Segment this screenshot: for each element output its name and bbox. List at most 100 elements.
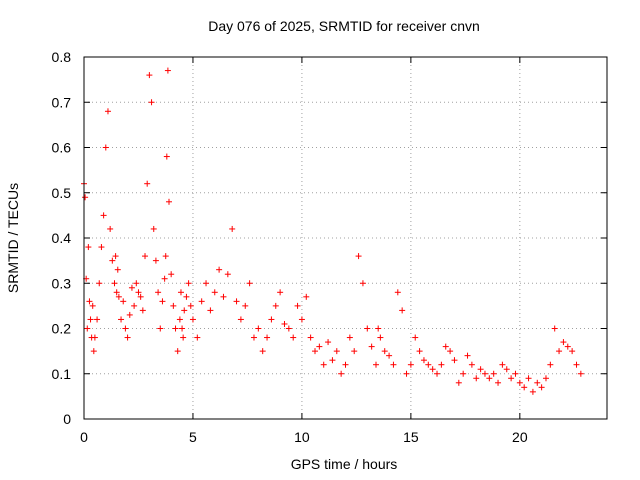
data-point <box>177 289 184 296</box>
data-point <box>113 289 120 296</box>
data-point <box>246 280 253 287</box>
data-point <box>320 361 327 368</box>
data-point <box>268 316 275 323</box>
data-point <box>573 361 580 368</box>
data-point <box>346 334 353 341</box>
y-tick-label: 0.4 <box>52 230 72 246</box>
data-point <box>187 302 194 309</box>
data-point <box>311 348 318 355</box>
data-point <box>157 325 164 332</box>
data-point <box>481 370 488 377</box>
data-point <box>207 307 214 314</box>
data-point <box>460 370 467 377</box>
data-point <box>124 334 131 341</box>
data-point <box>91 334 98 341</box>
data-point <box>152 257 159 264</box>
data-point <box>168 271 175 278</box>
data-point <box>144 180 151 187</box>
data-point <box>425 361 432 368</box>
data-point <box>364 325 371 332</box>
data-point <box>529 388 536 395</box>
data-point <box>329 357 336 364</box>
data-point <box>137 293 144 300</box>
grid <box>84 57 607 419</box>
data-point <box>148 99 155 106</box>
data-point <box>495 379 502 386</box>
data-point <box>542 375 549 382</box>
data-point <box>131 302 138 309</box>
data-point <box>122 325 129 332</box>
data-point <box>198 298 205 305</box>
y-tick-label: 0.6 <box>52 140 72 156</box>
data-point <box>368 343 375 350</box>
data-point <box>381 348 388 355</box>
y-axis-title: SRMTID / TECUs <box>5 183 21 293</box>
data-point <box>102 144 109 151</box>
data-point <box>464 352 471 359</box>
y-tick-label: 0.2 <box>52 321 72 337</box>
data-point <box>390 361 397 368</box>
x-tick-label: 5 <box>189 429 197 445</box>
x-tick-label: 20 <box>512 429 528 445</box>
data-point <box>107 225 114 232</box>
data-point <box>307 334 314 341</box>
data-point <box>333 348 340 355</box>
data-point <box>89 302 96 309</box>
data-point <box>294 302 301 309</box>
data-point <box>162 253 169 260</box>
data-point <box>155 289 162 296</box>
data-point <box>163 153 170 160</box>
data-point <box>224 271 231 278</box>
data-point <box>508 375 515 382</box>
data-point <box>298 316 305 323</box>
data-point <box>386 352 393 359</box>
data-point <box>534 379 541 386</box>
data-point <box>285 325 292 332</box>
data-point <box>179 325 186 332</box>
data-point <box>351 348 358 355</box>
data-point <box>455 379 462 386</box>
data-point <box>403 370 410 377</box>
data-point <box>375 325 382 332</box>
data-point <box>564 343 571 350</box>
x-tick-label: 0 <box>80 429 88 445</box>
data-point <box>412 334 419 341</box>
data-point <box>290 334 297 341</box>
data-point <box>112 253 119 260</box>
data-point <box>216 266 223 273</box>
data-point <box>128 284 135 291</box>
data-point <box>399 307 406 314</box>
data-point <box>203 280 210 287</box>
y-tick-label: 0.1 <box>52 366 72 382</box>
data-point <box>560 339 567 346</box>
data-point <box>118 316 125 323</box>
data-point <box>503 366 510 373</box>
data-point <box>281 320 288 327</box>
data-point <box>170 302 177 309</box>
x-tick-label: 10 <box>294 429 310 445</box>
data-point <box>316 343 323 350</box>
data-point <box>242 302 249 309</box>
data-point <box>359 280 366 287</box>
data-point <box>84 325 91 332</box>
data-point <box>486 375 493 382</box>
data-point <box>104 108 111 115</box>
data-point <box>577 370 584 377</box>
data-point <box>355 253 362 260</box>
plot-area-frame <box>83 56 608 420</box>
data-point <box>87 316 94 323</box>
data-point <box>420 357 427 364</box>
data-point <box>255 325 262 332</box>
y-tick-label: 0.8 <box>52 49 72 65</box>
data-point <box>82 194 89 201</box>
data-point <box>477 366 484 373</box>
data-point <box>551 325 558 332</box>
data-point <box>181 307 188 314</box>
data-points <box>81 67 584 395</box>
data-point <box>490 370 497 377</box>
data-point <box>90 348 97 355</box>
data-point <box>86 298 93 305</box>
data-point <box>556 348 563 355</box>
data-point <box>373 361 380 368</box>
